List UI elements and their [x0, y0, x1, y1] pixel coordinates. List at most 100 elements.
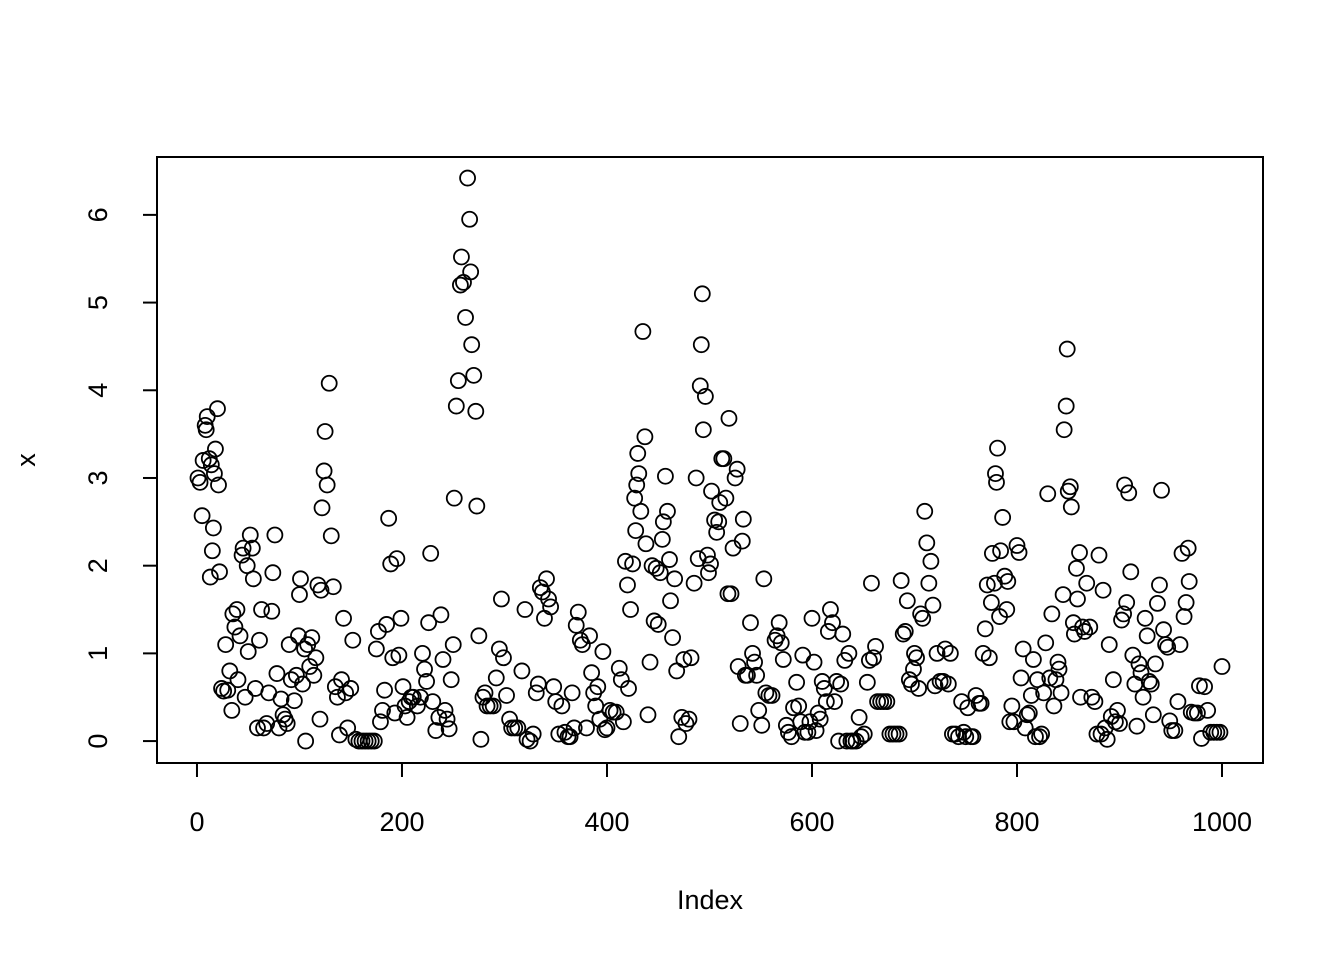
point [850, 708, 868, 726]
point [258, 715, 276, 732]
point [748, 666, 766, 684]
point [1024, 651, 1042, 668]
point [223, 701, 241, 719]
point [563, 684, 581, 702]
point [750, 701, 768, 719]
point [367, 640, 385, 658]
point [278, 715, 296, 732]
point [1149, 594, 1166, 612]
point [1126, 675, 1144, 693]
point [620, 680, 637, 697]
point [1062, 498, 1080, 516]
y-tick-label: 1 [83, 646, 113, 661]
point [509, 719, 527, 737]
point [556, 723, 574, 741]
point [685, 574, 703, 592]
point [920, 574, 938, 592]
point [1142, 675, 1160, 693]
point [404, 688, 422, 706]
point [992, 542, 1009, 560]
point [465, 366, 483, 384]
x-tick-label: 1000 [1192, 807, 1252, 837]
point [540, 590, 557, 608]
point [550, 725, 568, 743]
point [1054, 586, 1072, 604]
point [374, 701, 391, 719]
point [318, 476, 336, 494]
point [1058, 340, 1076, 358]
point [594, 643, 612, 661]
point [983, 544, 1001, 562]
point [412, 688, 429, 706]
point [878, 693, 896, 711]
point [1033, 725, 1050, 743]
point [207, 440, 224, 458]
point [860, 651, 878, 669]
point [211, 563, 228, 581]
x-tick-label: 400 [584, 807, 629, 837]
point [614, 713, 632, 731]
point [249, 719, 266, 737]
point [436, 701, 454, 719]
point [529, 675, 547, 693]
point [1130, 655, 1148, 673]
point [910, 680, 927, 697]
point [1008, 537, 1026, 554]
point [1124, 646, 1142, 664]
point [1035, 684, 1053, 702]
point [378, 616, 396, 633]
point [493, 590, 510, 608]
point [957, 728, 975, 746]
point [826, 693, 843, 711]
point [1136, 609, 1154, 627]
point [666, 570, 684, 588]
point [731, 715, 749, 732]
point [659, 502, 676, 520]
point [1138, 627, 1156, 645]
point [536, 609, 553, 627]
point [392, 609, 410, 627]
point [976, 620, 994, 638]
point [807, 722, 825, 739]
point [1039, 485, 1057, 503]
point [978, 576, 996, 594]
point [651, 564, 669, 582]
point [1134, 688, 1152, 706]
point [1173, 544, 1191, 562]
point [202, 456, 220, 474]
point [303, 629, 321, 646]
point [1049, 653, 1067, 671]
point [702, 555, 719, 573]
point [239, 643, 257, 661]
point [320, 374, 338, 392]
point [817, 693, 835, 711]
point [307, 649, 325, 667]
point [467, 402, 485, 420]
point [516, 601, 534, 618]
point [388, 550, 406, 568]
point [824, 614, 841, 632]
point [1161, 712, 1179, 730]
point [342, 680, 360, 697]
point [390, 646, 408, 664]
point [1045, 697, 1063, 715]
point [1076, 623, 1094, 640]
point [408, 697, 426, 715]
point [422, 544, 440, 562]
point [221, 662, 239, 680]
point [1020, 704, 1038, 722]
point [1179, 539, 1197, 557]
point [780, 723, 797, 741]
point [598, 719, 616, 737]
point [1083, 688, 1101, 706]
point [1199, 701, 1217, 719]
point [728, 460, 746, 478]
y-tick-label: 2 [83, 558, 113, 573]
point [1155, 621, 1172, 639]
point [253, 601, 270, 618]
point [447, 397, 465, 415]
point [662, 592, 679, 610]
point [828, 673, 845, 690]
point [692, 336, 710, 354]
point [1069, 590, 1086, 608]
